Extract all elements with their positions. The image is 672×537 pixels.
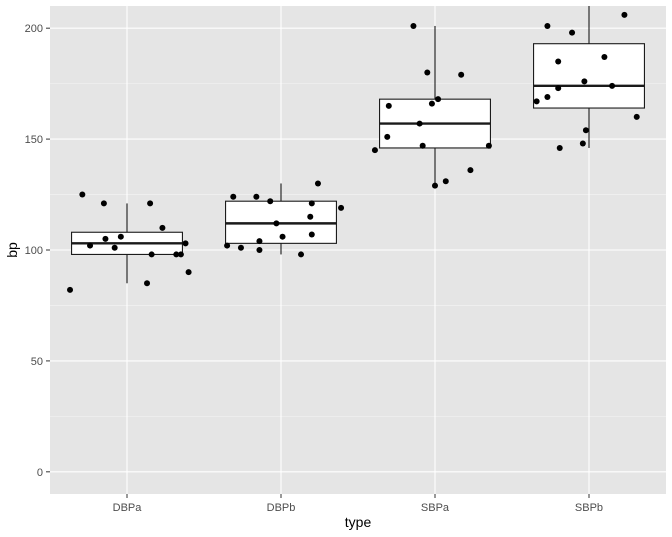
box-dbpb	[225, 183, 337, 255]
data-point	[148, 251, 155, 258]
box-iqr	[533, 43, 645, 109]
data-point	[569, 29, 576, 36]
y-axis: 0 50 100 150 200	[25, 23, 50, 479]
data-point	[338, 204, 345, 211]
data-point	[544, 22, 551, 29]
x-axis-title: type	[345, 514, 372, 530]
data-point	[314, 180, 321, 187]
data-point	[384, 133, 391, 140]
data-point	[177, 251, 184, 258]
box-sbpa	[379, 25, 491, 186]
data-point	[147, 200, 154, 207]
y-tick-label: 0	[37, 467, 43, 479]
data-point	[458, 71, 465, 78]
x-tick-label: DBPb	[267, 502, 296, 514]
data-point	[308, 231, 315, 238]
data-point	[298, 251, 305, 258]
data-point	[609, 82, 616, 89]
minor-gridlines	[50, 83, 666, 417]
data-point	[385, 102, 392, 109]
data-point	[621, 11, 628, 18]
data-point	[308, 200, 315, 207]
data-point	[237, 244, 244, 251]
data-point	[111, 244, 118, 251]
y-axis-title: bp	[4, 242, 20, 258]
data-point	[424, 69, 431, 76]
data-point	[253, 193, 260, 200]
data-point	[173, 251, 180, 258]
data-point	[416, 120, 423, 127]
data-point	[579, 140, 586, 147]
data-point	[432, 182, 438, 189]
data-point	[555, 58, 562, 65]
data-point	[100, 200, 107, 207]
data-point	[144, 280, 151, 287]
data-point	[273, 220, 280, 227]
data-point	[410, 22, 417, 29]
data-point	[279, 233, 286, 240]
data-point	[582, 127, 589, 134]
data-point	[633, 113, 640, 120]
x-tick-label: DBPa	[113, 502, 143, 514]
data-point	[435, 96, 442, 103]
point-series	[67, 11, 640, 293]
data-point	[419, 142, 426, 149]
data-point	[159, 224, 166, 231]
data-point	[256, 238, 263, 245]
data-point	[485, 142, 492, 149]
data-point	[428, 100, 435, 107]
data-point	[102, 235, 109, 242]
data-point	[556, 144, 563, 151]
y-tick-label: 50	[31, 356, 43, 368]
data-point	[307, 213, 314, 220]
data-point	[224, 242, 231, 249]
y-tick-label: 150	[25, 134, 43, 146]
x-axis: DBPa DBPb SBPa SBPb	[113, 494, 603, 514]
data-point	[267, 198, 274, 205]
x-tick-label: SBPa	[421, 502, 450, 514]
data-point	[182, 240, 189, 247]
x-tick-label: SBPb	[575, 502, 603, 514]
data-point	[601, 54, 608, 61]
data-point	[371, 147, 378, 154]
data-point	[544, 93, 551, 100]
data-point	[467, 167, 474, 174]
box-sbpb	[533, 6, 645, 148]
data-point	[581, 78, 588, 85]
y-tick-label: 200	[25, 23, 43, 35]
data-point	[185, 269, 192, 276]
data-point	[256, 247, 263, 253]
data-point	[555, 85, 562, 92]
y-tick-label: 100	[25, 245, 43, 257]
data-point	[79, 191, 86, 198]
data-point	[442, 178, 449, 185]
data-point	[87, 242, 94, 249]
data-point	[230, 193, 237, 200]
data-point	[117, 233, 124, 240]
data-point	[533, 98, 540, 105]
box-series	[71, 6, 645, 284]
data-point	[67, 286, 74, 293]
